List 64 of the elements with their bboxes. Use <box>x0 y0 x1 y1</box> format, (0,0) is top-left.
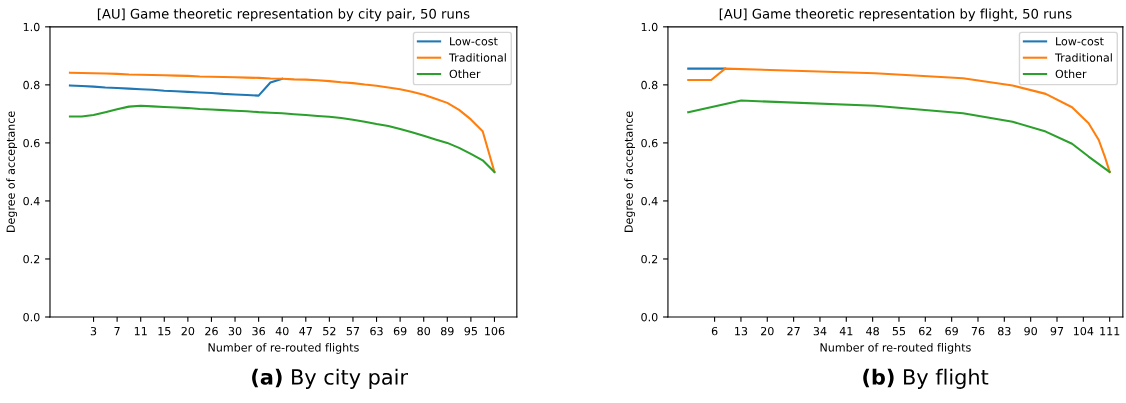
legend-label: Low-cost <box>1056 37 1104 46</box>
x-tick-label: 97 <box>1050 326 1064 336</box>
y-tick-label: 0.8 <box>23 80 40 90</box>
x-tick-label: 62 <box>919 326 932 336</box>
x-tick-label: 3 <box>90 326 97 336</box>
y-tick-label: 0.6 <box>641 138 658 148</box>
x-tick-label: 41 <box>839 327 853 336</box>
x-tick-label: 63 <box>370 326 383 336</box>
legend-label: Other <box>1055 69 1087 79</box>
x-tick-label: 90 <box>1024 326 1037 336</box>
y-axis-title: Degree of acceptance <box>624 111 635 232</box>
line-series <box>68 104 496 173</box>
y-tick-label: 0.4 <box>23 196 40 206</box>
legend-label: Other <box>449 69 481 79</box>
x-tick-label: 80 <box>417 326 431 336</box>
x-tick-label: 52 <box>323 326 336 336</box>
x-tick-label: 69 <box>393 326 407 336</box>
chart-title: [AU] Game theoretic representation by flight, 50 runs <box>719 8 1072 22</box>
chart-title: [AU] Game theoretic representation by city pair, 50 runs <box>97 8 470 22</box>
line-series <box>687 67 1111 173</box>
x-tick-label: 34 <box>813 326 827 336</box>
x-tick-label: 89 <box>440 326 454 336</box>
y-tick-label: 0.8 <box>641 80 658 90</box>
y-tick-label: 0.6 <box>23 138 40 148</box>
x-tick-label: 15 <box>158 327 171 336</box>
x-tick-label: 106 <box>485 326 505 336</box>
x-tick-label: 36 <box>252 326 265 336</box>
x-tick-label: 11 <box>134 327 147 336</box>
y-tick-label: 0.4 <box>641 196 658 206</box>
text: (b) By flight <box>863 368 989 389</box>
x-axis-title: Number of re-routed flights <box>208 343 359 354</box>
x-tick-label: 26 <box>205 326 218 336</box>
x-tick-label: 83 <box>998 326 1011 336</box>
x-tick-label: 6 <box>711 326 718 336</box>
text: (a) By city pair <box>252 368 408 389</box>
legend-label: Traditional <box>1054 53 1112 62</box>
line-series <box>687 99 1111 173</box>
y-tick-label: 0.0 <box>641 312 658 322</box>
line-series <box>68 71 496 173</box>
x-tick-label: 20 <box>761 326 774 336</box>
x-tick-label: 40 <box>275 326 289 336</box>
x-tick-label: 7 <box>114 327 120 336</box>
x-tick-label: 104 <box>1073 326 1094 336</box>
y-tick-label: 1.0 <box>23 22 40 32</box>
x-tick-label: 27 <box>787 326 800 336</box>
y-tick-label: 1.0 <box>641 22 658 32</box>
x-tick-label: 48 <box>866 326 879 336</box>
y-tick-label: 0.2 <box>23 254 40 264</box>
x-tick-label: 13 <box>735 326 748 336</box>
legend-label: Traditional <box>448 53 506 62</box>
x-tick-label: 47 <box>299 327 312 336</box>
legend-label: Low-cost <box>450 37 498 46</box>
y-tick-label: 0.0 <box>23 312 40 322</box>
x-axis-title: Number of re-routed flights <box>820 343 971 354</box>
x-tick-label: 111 <box>1100 327 1120 336</box>
x-tick-label: 20 <box>181 326 195 336</box>
y-axis-title: Degree of acceptance <box>6 111 18 232</box>
y-tick-label: 0.2 <box>641 254 658 264</box>
x-tick-label: 57 <box>346 327 360 336</box>
x-tick-label: 76 <box>971 326 985 336</box>
x-tick-label: 55 <box>892 327 906 336</box>
x-tick-label: 95 <box>464 326 477 336</box>
x-tick-label: 30 <box>228 326 242 336</box>
x-tick-label: 69 <box>945 326 958 336</box>
